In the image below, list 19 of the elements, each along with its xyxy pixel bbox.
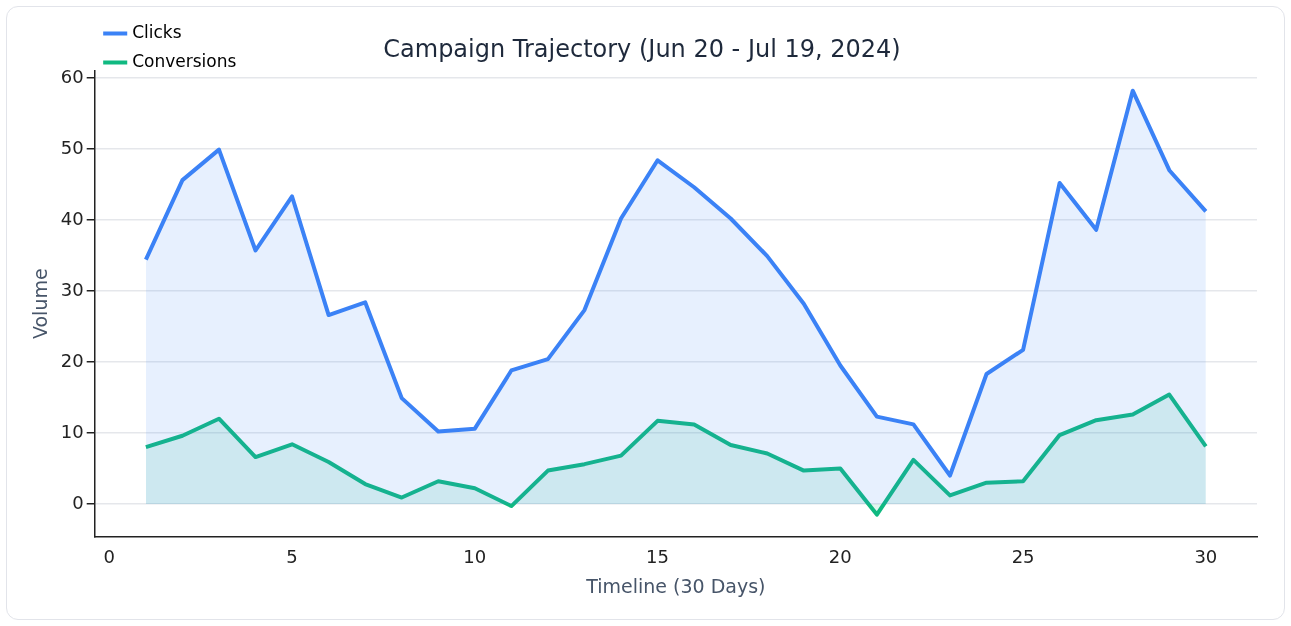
y-tick-label: 40 [60, 207, 84, 229]
y-tick-label: 20 [60, 349, 84, 371]
y-tick-label: 60 [60, 65, 84, 87]
x-tick-label: 15 [646, 546, 670, 568]
legend-label: Clicks [132, 21, 182, 42]
y-axis-title: Volume [29, 268, 52, 340]
y-tick-label: 30 [60, 278, 84, 300]
y-tick-label: 10 [60, 420, 84, 442]
x-tick-label: 30 [1194, 546, 1218, 568]
x-axis-title: Timeline (30 Days) [585, 574, 766, 597]
legend-label: Conversions [132, 50, 237, 71]
x-tick-label: 0 [103, 546, 116, 568]
y-tick-label: 0 [72, 491, 84, 513]
x-tick-label: 25 [1011, 546, 1035, 568]
chart-title: Campaign Trajectory (Jun 20 - Jul 19, 2024) [383, 34, 901, 63]
x-tick-label: 5 [286, 546, 298, 568]
x-tick-label: 10 [463, 546, 487, 568]
y-tick-label: 50 [60, 136, 84, 158]
x-tick-label: 20 [828, 546, 852, 568]
